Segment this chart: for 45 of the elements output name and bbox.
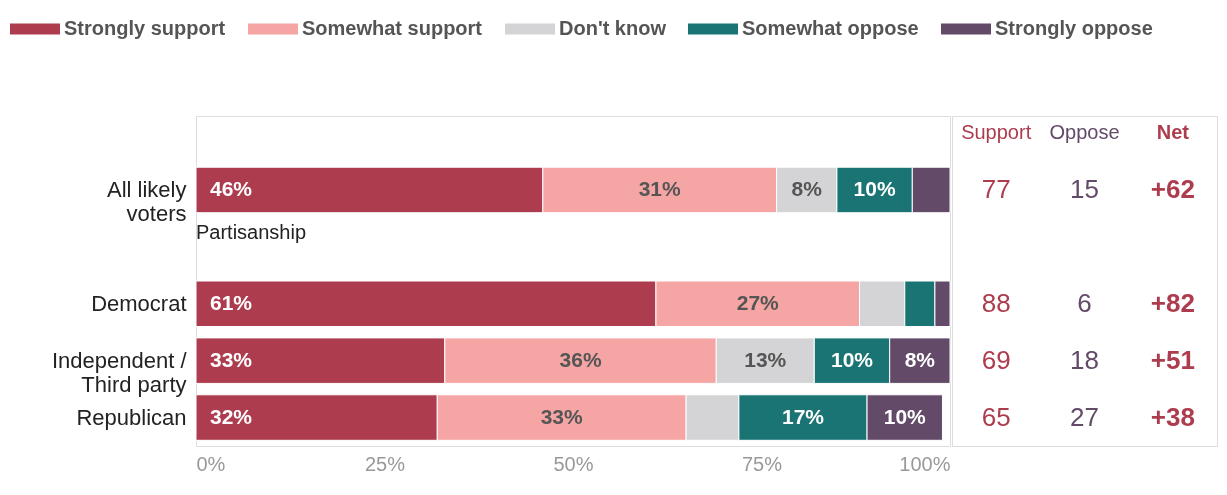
- data-label: 10%: [853, 176, 896, 200]
- y-tick-label: Democrat: [91, 291, 187, 317]
- text: 18: [1070, 344, 1099, 375]
- text: Oppose: [1049, 121, 1120, 144]
- text: 77: [981, 173, 1011, 204]
- text: +51: [1150, 344, 1195, 375]
- data-label: 33%: [210, 347, 253, 371]
- data-label: 10%: [883, 404, 927, 428]
- data-label: 8%: [791, 176, 823, 200]
- y-tick-label: Independent / Third party: [51, 348, 188, 398]
- x-tick-label: 75%: [741, 452, 783, 475]
- x-tick-label: 100%: [899, 452, 951, 475]
- data-label: 27%: [736, 290, 780, 314]
- data-label: 17%: [781, 404, 825, 428]
- legend-label: Somewhat support: [302, 17, 483, 39]
- data-label: 32%: [210, 404, 253, 428]
- legend-label: Don't know: [559, 17, 667, 39]
- data-label: 8%: [904, 347, 936, 371]
- data-label: 46%: [210, 176, 253, 200]
- x-tick-label: 25%: [364, 452, 406, 475]
- x-tick-label: 0%: [196, 452, 226, 475]
- x-tick-label: 50%: [553, 452, 594, 475]
- text: +82: [1150, 287, 1195, 318]
- legend-label: Somewhat oppose: [742, 17, 919, 39]
- data-label: 13%: [744, 347, 787, 371]
- y-tick-label: All likely voters: [107, 177, 187, 227]
- text: 69: [981, 344, 1011, 375]
- data-label: 31%: [638, 176, 682, 200]
- y-tick-label: Republican: [76, 405, 187, 431]
- data-label: 10%: [830, 347, 874, 371]
- annotation: Partisanship: [196, 220, 307, 243]
- legend-label: Strongly support: [64, 17, 226, 39]
- text: +62: [1150, 173, 1195, 204]
- data-label: 36%: [559, 347, 602, 371]
- text: 27: [1070, 401, 1099, 432]
- text: +38: [1150, 401, 1195, 432]
- data-label: 33%: [540, 404, 584, 428]
- legend-label: Strongly oppose: [995, 17, 1153, 39]
- text: 6: [1077, 287, 1092, 318]
- text: 88: [981, 287, 1011, 318]
- text: 15: [1070, 173, 1099, 204]
- text: 65: [981, 401, 1011, 432]
- text: Support: [961, 121, 1032, 144]
- data-label: 61%: [210, 290, 253, 314]
- text: Net: [1156, 121, 1190, 144]
